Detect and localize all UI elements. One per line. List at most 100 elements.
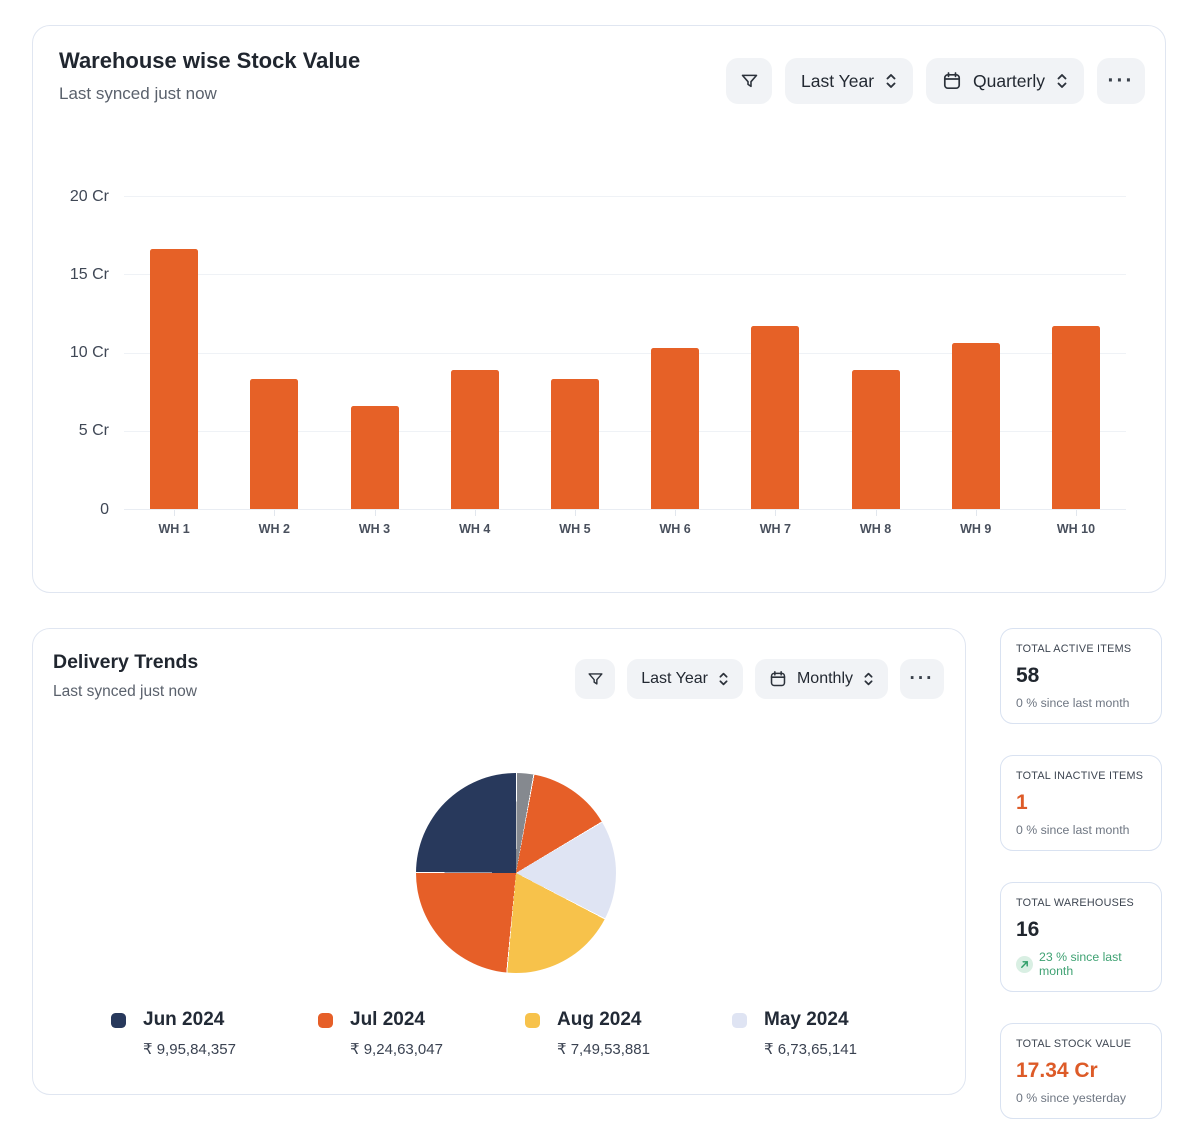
stat-delta: 0 % since last month — [1016, 823, 1146, 837]
funnel-icon — [586, 670, 605, 689]
legend-label: Aug 2024 — [557, 1009, 642, 1030]
bar-wh-4[interactable] — [450, 369, 499, 509]
stat-label: TOTAL STOCK VALUE — [1016, 1038, 1132, 1050]
bar-column-wh-4 — [425, 196, 525, 516]
legend-texts: Aug 2024 ₹ 7,49,53,881 — [557, 1009, 650, 1058]
range-select[interactable]: Last Year — [627, 659, 743, 699]
bar-column-wh-1 — [124, 196, 224, 516]
bar-wh-5[interactable] — [550, 379, 599, 509]
interval-select[interactable]: Quarterly — [926, 58, 1084, 104]
delta-text: 23 % since last month — [1039, 950, 1122, 978]
bar-wh-10[interactable] — [1051, 325, 1100, 509]
gridline: 5 Cr — [79, 422, 1126, 439]
stat-value: 58 — [1016, 664, 1040, 687]
legend-value: ₹ 9,24,63,047 — [350, 1041, 443, 1058]
y-axis-tick-label: 0 — [100, 500, 109, 518]
delivery-card-title: Delivery Trends — [53, 651, 199, 673]
bar-wh-3[interactable] — [350, 405, 399, 509]
stat-label: TOTAL ACTIVE ITEMS — [1016, 643, 1132, 655]
legend-swatch-icon — [111, 1013, 126, 1028]
legend-swatch-icon — [318, 1013, 333, 1028]
bar-wh-8[interactable] — [851, 369, 900, 509]
x-axis-tick-label: WH 8 — [859, 522, 892, 536]
bar-chart-xlabels: WH 1 WH 2 WH 3 WH 4 WH 5 WH 6 WH 7 WH 8 WH 9 WH 1… — [124, 522, 1126, 536]
funnel-icon — [739, 71, 760, 92]
x-axis-tick-label: WH 5 — [559, 522, 591, 536]
bar-column-wh-10 — [1026, 196, 1126, 516]
pie-legend: Jun 2024 ₹ 9,95,84,357 Jul 2024 ₹ 9,24,6… — [111, 1009, 939, 1058]
stock-card-header: Warehouse wise Stock Value Last synced j… — [59, 48, 360, 104]
bar-column-wh-3 — [324, 196, 424, 516]
x-axis-tick-label: WH 4 — [459, 522, 491, 536]
bar-chart-plot — [124, 196, 1126, 516]
delta-text: 0 % since yesterday — [1016, 1091, 1127, 1105]
x-axis-tick-label: WH 1 — [158, 522, 190, 536]
bar-wh-6[interactable] — [651, 347, 700, 509]
gridline: 15 Cr — [70, 266, 1126, 283]
legend-label: May 2024 — [764, 1009, 849, 1030]
delivery-pie-chart[interactable] — [416, 773, 616, 973]
filter-button[interactable] — [726, 58, 773, 104]
more-menu-button[interactable]: ··· — [1097, 58, 1145, 104]
delivery-trends-card: Delivery Trends Last synced just now Las… — [32, 628, 966, 1095]
stat-card: TOTAL INACTIVE ITEMS 1 0 % since last mo… — [1000, 755, 1162, 851]
legend-value: ₹ 9,95,84,357 — [143, 1041, 236, 1058]
stat-value: 1 — [1016, 791, 1028, 814]
x-axis-tick-label: WH 6 — [659, 522, 691, 536]
y-axis-tick-label: 15 Cr — [69, 265, 109, 283]
bar-column-wh-2 — [224, 196, 324, 516]
chevron-updown-icon — [885, 71, 897, 91]
legend-texts: Jul 2024 ₹ 9,24,63,047 — [350, 1009, 443, 1058]
bar-wh-1[interactable] — [150, 249, 199, 509]
x-axis-tick-label: WH 3 — [358, 522, 391, 536]
legend-swatch-icon — [525, 1013, 540, 1028]
stat-delta: 0 % since last month — [1016, 696, 1146, 710]
bar-column-wh-8 — [825, 196, 925, 516]
legend-label: Jul 2024 — [350, 1009, 425, 1030]
bar-wh-2[interactable] — [250, 379, 299, 509]
stat-label: TOTAL WAREHOUSES — [1016, 897, 1134, 909]
more-menu-button[interactable]: ··· — [900, 659, 944, 699]
stats-column: TOTAL ACTIVE ITEMS 58 0 % since last mon… — [1000, 628, 1162, 1119]
warehouse-bar-chart: 20 Cr 15 Cr 10 Cr 5 Cr 0 WH 1 WH 2 WH 3 WH 4 WH … — [70, 188, 1126, 536]
x-axis-tick-label: WH 2 — [258, 522, 290, 536]
x-axis-tick-label: WH 9 — [960, 522, 992, 536]
stock-card-controls: Last Year Quarterly ··· — [726, 58, 1145, 104]
gridline: 20 Cr — [70, 188, 1126, 205]
y-axis-tick-label: 20 Cr — [69, 187, 109, 205]
bar-wh-9[interactable] — [951, 343, 1000, 509]
y-axis-tick-label: 10 Cr — [69, 344, 109, 361]
chevron-updown-icon — [718, 670, 729, 688]
bar-wh-7[interactable] — [751, 325, 800, 509]
chevron-updown-icon — [863, 670, 874, 688]
y-axis-tick-label: 5 Cr — [78, 422, 109, 440]
range-select-label: Last Year — [801, 70, 875, 91]
stat-value: 16 — [1016, 918, 1040, 941]
legend-item[interactable]: Jun 2024 ₹ 9,95,84,357 — [111, 1009, 318, 1058]
bar-column-wh-7 — [725, 196, 825, 516]
legend-swatch-icon — [732, 1013, 747, 1028]
interval-select-label: Monthly — [796, 670, 853, 687]
delivery-card-controls: Last Year Monthly ··· — [575, 659, 944, 699]
delta-text: 0 % since last month — [1016, 823, 1130, 837]
range-select[interactable]: Last Year — [785, 58, 914, 104]
interval-select-label: Quarterly — [973, 70, 1045, 91]
stock-card-subtitle: Last synced just now — [59, 84, 217, 103]
stock-card-title: Warehouse wise Stock Value — [59, 48, 361, 73]
legend-item[interactable]: Jul 2024 ₹ 9,24,63,047 — [318, 1009, 525, 1058]
legend-label: Jun 2024 — [143, 1009, 225, 1030]
legend-texts: May 2024 ₹ 6,73,65,141 — [764, 1009, 857, 1058]
delta-text: 0 % since last month — [1016, 696, 1130, 710]
legend-value: ₹ 6,73,65,141 — [764, 1041, 857, 1058]
bar-column-wh-9 — [926, 196, 1026, 516]
interval-select[interactable]: Monthly — [754, 659, 888, 699]
chevron-updown-icon — [1056, 71, 1068, 91]
legend-item[interactable]: Aug 2024 ₹ 7,49,53,881 — [525, 1009, 732, 1058]
filter-button[interactable] — [575, 659, 616, 699]
legend-item[interactable]: May 2024 ₹ 6,73,65,141 — [732, 1009, 939, 1058]
gridline: 0 — [100, 501, 1126, 518]
stat-card: TOTAL STOCK VALUE 17.34 Cr 0 % since yes… — [1000, 1023, 1162, 1119]
delivery-card-subtitle: Last synced just now — [53, 683, 197, 700]
legend-value: ₹ 7,49,53,881 — [557, 1041, 650, 1058]
